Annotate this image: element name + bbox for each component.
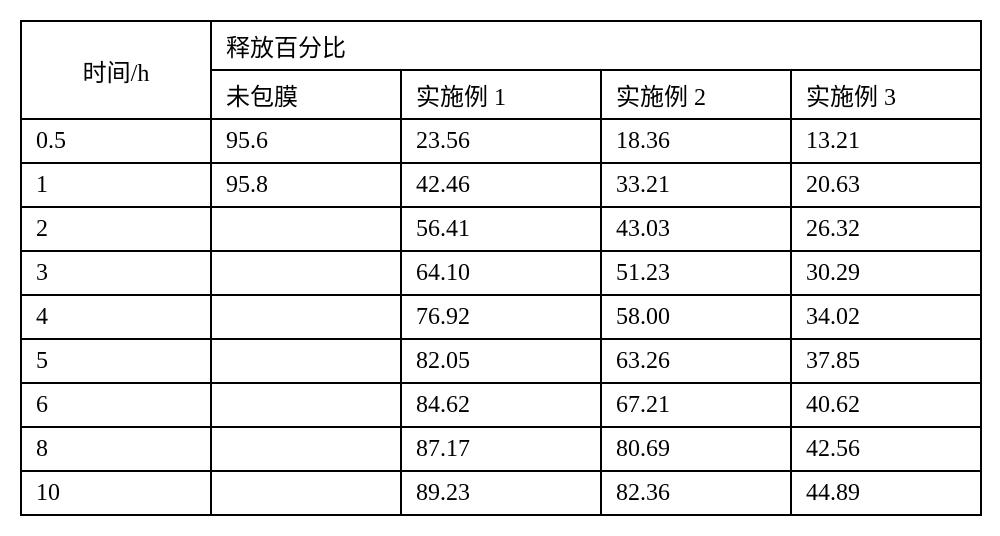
cell-value: 42.46 <box>401 163 601 207</box>
cell-value: 84.62 <box>401 383 601 427</box>
cell-value: 37.85 <box>791 339 981 383</box>
cell-time: 1 <box>21 163 211 207</box>
cell-value: 87.17 <box>401 427 601 471</box>
table-row: 8 87.17 80.69 42.56 <box>21 427 981 471</box>
cell-value: 95.8 <box>211 163 401 207</box>
cell-time: 0.5 <box>21 119 211 163</box>
cell-value: 67.21 <box>601 383 791 427</box>
table-row: 2 56.41 43.03 26.32 <box>21 207 981 251</box>
col-example1-header: 实施例 1 <box>401 70 601 119</box>
cell-value <box>211 427 401 471</box>
col-example3-header: 实施例 3 <box>791 70 981 119</box>
table-row: 10 89.23 82.36 44.89 <box>21 471 981 515</box>
table-row: 3 64.10 51.23 30.29 <box>21 251 981 295</box>
cell-value <box>211 251 401 295</box>
cell-value: 33.21 <box>601 163 791 207</box>
col-uncoated-header: 未包膜 <box>211 70 401 119</box>
cell-value: 51.23 <box>601 251 791 295</box>
cell-value: 30.29 <box>791 251 981 295</box>
cell-value: 58.00 <box>601 295 791 339</box>
cell-value: 82.05 <box>401 339 601 383</box>
cell-time: 4 <box>21 295 211 339</box>
cell-time: 10 <box>21 471 211 515</box>
cell-value: 43.03 <box>601 207 791 251</box>
table-row: 1 95.8 42.46 33.21 20.63 <box>21 163 981 207</box>
cell-value: 20.63 <box>791 163 981 207</box>
cell-value: 44.89 <box>791 471 981 515</box>
release-percentage-table: 时间/h 释放百分比 未包膜 实施例 1 实施例 2 实施例 3 0.5 95.… <box>20 20 982 516</box>
cell-value: 89.23 <box>401 471 601 515</box>
cell-value: 40.62 <box>791 383 981 427</box>
table-row: 6 84.62 67.21 40.62 <box>21 383 981 427</box>
cell-time: 8 <box>21 427 211 471</box>
cell-value <box>211 471 401 515</box>
col-example2-header: 实施例 2 <box>601 70 791 119</box>
cell-value <box>211 207 401 251</box>
cell-value: 13.21 <box>791 119 981 163</box>
table-row: 0.5 95.6 23.56 18.36 13.21 <box>21 119 981 163</box>
cell-value: 95.6 <box>211 119 401 163</box>
cell-value <box>211 295 401 339</box>
cell-value: 82.36 <box>601 471 791 515</box>
cell-value: 18.36 <box>601 119 791 163</box>
cell-value <box>211 339 401 383</box>
cell-value: 23.56 <box>401 119 601 163</box>
cell-time: 3 <box>21 251 211 295</box>
col-time-header: 时间/h <box>21 21 211 119</box>
cell-value <box>211 383 401 427</box>
table-row: 5 82.05 63.26 37.85 <box>21 339 981 383</box>
header-row-1: 时间/h 释放百分比 <box>21 21 981 70</box>
table-row: 4 76.92 58.00 34.02 <box>21 295 981 339</box>
cell-value: 56.41 <box>401 207 601 251</box>
cell-value: 64.10 <box>401 251 601 295</box>
cell-value: 80.69 <box>601 427 791 471</box>
cell-time: 5 <box>21 339 211 383</box>
cell-time: 2 <box>21 207 211 251</box>
cell-value: 63.26 <box>601 339 791 383</box>
cell-value: 42.56 <box>791 427 981 471</box>
cell-value: 26.32 <box>791 207 981 251</box>
cell-time: 6 <box>21 383 211 427</box>
cell-value: 34.02 <box>791 295 981 339</box>
col-group-header: 释放百分比 <box>211 21 981 70</box>
cell-value: 76.92 <box>401 295 601 339</box>
